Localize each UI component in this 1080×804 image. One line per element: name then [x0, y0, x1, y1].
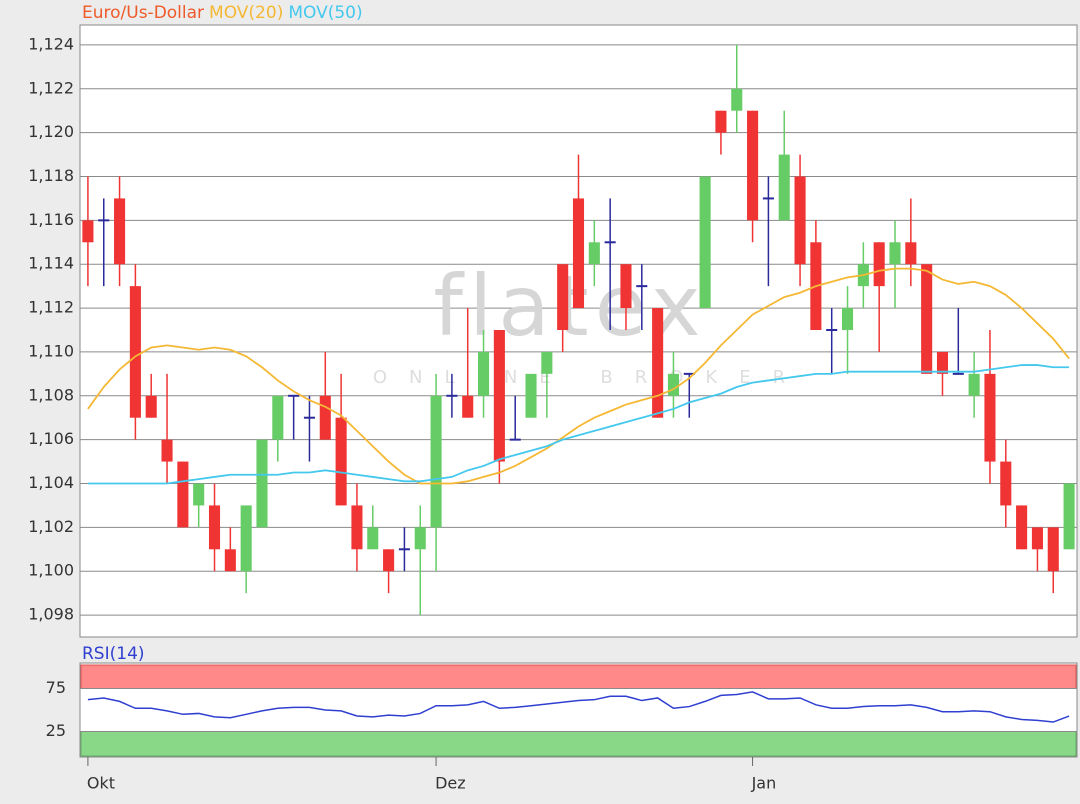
candle-body: [161, 439, 173, 462]
candle-body: [841, 308, 854, 330]
candle-body: [731, 88, 743, 111]
candle-body: [177, 461, 189, 528]
candle-body: [984, 373, 996, 462]
y-tick-label: 1,100: [28, 561, 74, 580]
candle-body: [478, 351, 490, 396]
candle-body: [462, 395, 474, 418]
candle-body: [193, 483, 205, 506]
candle-body: [414, 527, 426, 550]
candle-body: [272, 395, 284, 440]
candle-body: [921, 264, 933, 374]
candle-body: [1031, 527, 1043, 550]
x-tick-label: Okt: [87, 774, 115, 793]
y-tick-label: 1,118: [28, 166, 74, 185]
candle-body: [351, 505, 363, 550]
y-tick-label: 1,108: [28, 385, 74, 404]
y-tick-label: 1,102: [28, 517, 74, 536]
candle-body: [905, 242, 917, 265]
y-tick-label: 1,104: [28, 473, 74, 492]
candle-body: [557, 264, 569, 330]
candle-body: [1016, 505, 1028, 550]
candle-body: [588, 242, 600, 265]
candle-body: [572, 198, 585, 309]
candle-body: [794, 176, 806, 265]
candle-body: [129, 286, 141, 418]
y-tick-label: 1,122: [28, 78, 74, 97]
y-tick-label: 1,116: [28, 210, 74, 229]
moving-average-line: [87, 267, 1070, 485]
panel-title: RSI(14): [82, 644, 145, 664]
candle-body: [778, 154, 790, 221]
candle-body: [430, 395, 442, 528]
candle-body: [240, 505, 252, 572]
candle-body: [1000, 461, 1012, 506]
y-tick-label: 1,106: [28, 429, 74, 448]
candle-body: [541, 351, 553, 374]
candle-body: [968, 373, 980, 396]
rsi-line: [87, 691, 1070, 723]
candle-body: [889, 242, 901, 265]
candle-body: [383, 549, 395, 572]
main-layer: [82, 44, 1075, 723]
legend-entry: Euro/Us-Dollar: [82, 3, 204, 23]
moving-average-line: [87, 364, 1070, 485]
watermark: flatex: [433, 257, 706, 355]
legend: Euro/Us-Dollar MOV(20) MOV(50): [82, 3, 363, 23]
y-tick-label: 1,114: [28, 254, 74, 273]
y-tick-label: 1,112: [28, 298, 74, 317]
y-tick-label: 1,098: [28, 605, 74, 624]
y-tick-label: 1,120: [28, 122, 74, 141]
candle-body: [114, 198, 126, 265]
y-tick-label: 1,110: [28, 341, 74, 360]
candle-body: [620, 264, 632, 309]
candle-body: [1047, 527, 1059, 572]
legend-entry: MOV(50): [288, 3, 362, 23]
candle-body: [493, 330, 505, 462]
overbought-band: [80, 664, 1077, 689]
candle-body: [1063, 483, 1075, 550]
y-tick-label: 25: [46, 721, 66, 740]
candle-body: [936, 351, 949, 374]
y-tick-label: 1,124: [28, 34, 74, 53]
candle-body: [224, 549, 236, 572]
y-tick-label: 75: [46, 678, 66, 697]
candle-body: [367, 527, 379, 550]
legend-entry: MOV(20): [209, 3, 283, 23]
candle-body: [652, 308, 664, 418]
x-tick-label: Jan: [751, 774, 777, 793]
candle-body: [873, 242, 885, 287]
candle-body: [525, 373, 537, 418]
label-layer: 1,098 1,100 1,102 1,104 1,106 1,108 1,110 1,112…: [28, 3, 776, 793]
candle-body: [747, 110, 759, 221]
candle-body: [667, 373, 679, 396]
candle-body: [256, 439, 268, 528]
candle-body: [145, 395, 157, 418]
candle-body: [208, 505, 221, 550]
candle-body: [699, 176, 711, 309]
candle-body: [82, 220, 94, 243]
candle-body: [715, 110, 727, 133]
candle-body: [319, 395, 331, 440]
oversold-band: [80, 731, 1077, 757]
x-tick-label: Dez: [435, 774, 466, 793]
candle-body: [335, 417, 347, 506]
